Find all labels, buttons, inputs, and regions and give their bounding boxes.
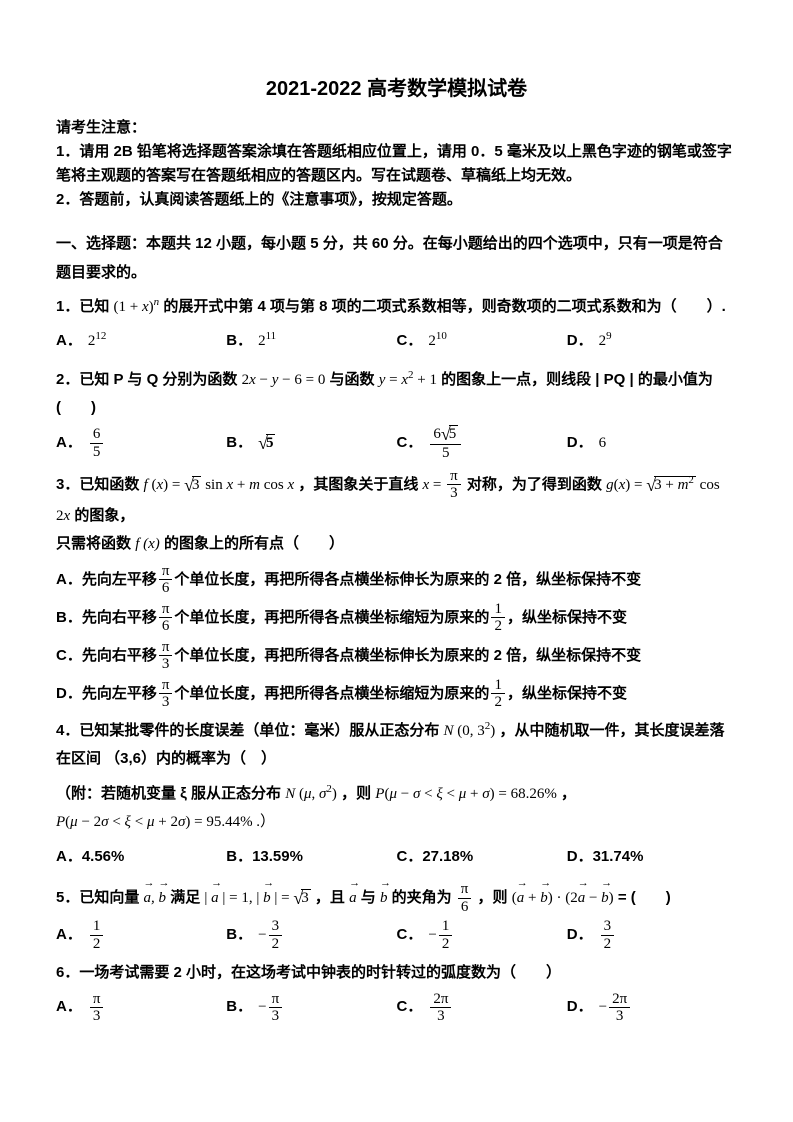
q4-stem-a: 4．已知某批零件的长度误差（单位：毫米）服从正态分布 bbox=[56, 722, 439, 739]
section-1-heading: 一、选择题：本题共 12 小题，每小题 5 分，共 60 分。在每小题给出的四个… bbox=[56, 230, 737, 287]
instructions: 请考生注意： 1．请用 2B 铅笔将选择题答案涂填在答题纸相应位置上，请用 0．… bbox=[56, 116, 737, 212]
q3-stem-a: 3．已知函数 bbox=[56, 476, 139, 493]
q6-opt-c: C．2π3 bbox=[397, 990, 567, 1026]
q3-opt-a: A．先向左平移π6个单位长度，再把所得各点横坐标伸长为原来的 2 倍，纵坐标保持… bbox=[56, 563, 737, 597]
q3-expr2: x = bbox=[423, 477, 446, 493]
q1-stem-b: 的展开式中第 4 项与第 8 项的二项式系数相等，则奇数项的二项式系数和为（ ）… bbox=[163, 298, 726, 315]
q4-options: A．4.56% B．13.59% C．27.18% D．31.74% bbox=[56, 839, 737, 875]
q6-opt-a: A．π3 bbox=[56, 990, 226, 1026]
q2-stem-a: 2．已知 P 与 Q 分别为函数 bbox=[56, 371, 237, 388]
question-6: 6．一场考试需要 2 小时，在这场考试中钟表的时针转过的弧度数为（ ） bbox=[56, 959, 737, 988]
q4-note: （附：若随机变量 ξ 服从正态分布 N (μ, σ2) ，则 P(μ − σ <… bbox=[56, 780, 737, 837]
exam-page: 2021-2022 高考数学模拟试卷 请考生注意： 1．请用 2B 铅笔将选择题… bbox=[0, 0, 793, 1122]
q3-stem-e: 只需将函数 bbox=[56, 535, 131, 552]
q3-stem-b: ，其图象关于直线 bbox=[298, 476, 418, 493]
q1-opt-b: B．211 bbox=[226, 324, 396, 360]
q1-options: A．212 B．211 C．210 D．29 bbox=[56, 324, 737, 360]
q3-opt-c: C．先向右平移π3个单位长度，再把所得各点横坐标伸长为原来的 2 倍，纵坐标保持… bbox=[56, 639, 737, 673]
q4-opt-c: C．27.18% bbox=[397, 839, 567, 875]
q3-stem-f: 的图象上的所有点（ ） bbox=[164, 535, 344, 552]
q2-options: A．65 B．√5 C．6√55 D．6 bbox=[56, 425, 737, 462]
q5-stem-g: = ( ) bbox=[618, 889, 671, 906]
q2-opt-b: B．√5 bbox=[226, 425, 396, 462]
q3-stem-d: 的图象， bbox=[74, 507, 134, 524]
q2-stem-b: 与函数 bbox=[330, 371, 375, 388]
q5-stem-e: 的夹角为 bbox=[392, 889, 452, 906]
instr-head: 请考生注意： bbox=[56, 116, 737, 140]
q2-expr1: 2x − y − 6 = 0 bbox=[242, 372, 326, 388]
q5-stem-a: 5．已知向量 bbox=[56, 889, 139, 906]
q1-expr: (1 + x)n bbox=[114, 299, 160, 315]
q1-opt-a: A．212 bbox=[56, 324, 226, 360]
page-title: 2021-2022 高考数学模拟试卷 bbox=[56, 70, 737, 108]
q3-expr1: f (x) = √3 sin x + m cos x bbox=[144, 477, 295, 493]
q1-opt-d: D．29 bbox=[567, 324, 737, 360]
q1-opt-c: C．210 bbox=[397, 324, 567, 360]
q5-opt-d: D．32 bbox=[567, 917, 737, 953]
q3-stem-c: 对称，为了得到函数 bbox=[467, 476, 602, 493]
q3-fx: f (x) bbox=[135, 536, 160, 552]
q4-p2: P(μ − 2σ < ξ < μ + 2σ) = 95.44% .） bbox=[56, 814, 275, 830]
q6-opt-b: B．−π3 bbox=[226, 990, 396, 1026]
q4-dist2: N (μ, σ2) bbox=[285, 786, 337, 802]
question-3: 3．已知函数 f (x) = √3 sin x + m cos x ，其图象关于… bbox=[56, 468, 737, 559]
q5-stem-b: 满足 bbox=[170, 889, 200, 906]
q5-options: A．12 B．−32 C．−12 D．32 bbox=[56, 917, 737, 953]
q4-dist: N (0, 32) bbox=[444, 723, 496, 739]
q3-opt-d: D．先向左平移π3个单位长度，再把所得各点横坐标缩短为原来的12，纵坐标保持不变 bbox=[56, 677, 737, 711]
q1-stem-a: 1．已知 bbox=[56, 298, 109, 315]
q4-opt-b: B．13.59% bbox=[226, 839, 396, 875]
q2-opt-d: D．6 bbox=[567, 425, 737, 462]
q6-opt-d: D．−2π3 bbox=[567, 990, 737, 1026]
q5-stem-f: ，则 bbox=[478, 889, 508, 906]
instr-line1: 1．请用 2B 铅笔将选择题答案涂填在答题纸相应位置上，请用 0．5 毫米及以上… bbox=[56, 140, 737, 188]
question-2: 2．已知 P 与 Q 分别为函数 2x − y − 6 = 0 与函数 y = … bbox=[56, 366, 737, 423]
q4-p1: P(μ − σ < ξ < μ + σ) = 68.26% bbox=[375, 786, 557, 802]
instr-line2: 2．答题前，认真阅读答题纸上的《注意事项》，按规定答题。 bbox=[56, 188, 737, 212]
q3-opt-b: B．先向右平移π6个单位长度，再把所得各点横坐标缩短为原来的12，纵坐标保持不变 bbox=[56, 601, 737, 635]
q4-opt-d: D．31.74% bbox=[567, 839, 737, 875]
q5-stem-d: 与 bbox=[361, 889, 376, 906]
q5-stem-c: ，且 bbox=[315, 889, 345, 906]
q4-note-a: （附：若随机变量 ξ 服从正态分布 bbox=[56, 785, 281, 802]
q2-opt-a: A．65 bbox=[56, 425, 226, 462]
q4-note-b: ，则 bbox=[341, 785, 371, 802]
q6-options: A．π3 B．−π3 C．2π3 D．−2π3 bbox=[56, 990, 737, 1026]
q4-opt-a: A．4.56% bbox=[56, 839, 226, 875]
q5-opt-a: A．12 bbox=[56, 917, 226, 953]
q2-opt-c: C．6√55 bbox=[397, 425, 567, 462]
q5-opt-c: C．−12 bbox=[397, 917, 567, 953]
q2-expr2: y = x2 + 1 bbox=[379, 372, 437, 388]
question-5: 5．已知向量 a, b 满足 | a | = 1, | b | = √3 ，且 … bbox=[56, 881, 737, 915]
question-4: 4．已知某批零件的长度误差（单位：毫米）服从正态分布 N (0, 32) ，从中… bbox=[56, 717, 737, 774]
q4-note-c: ， bbox=[561, 785, 576, 802]
q5-opt-b: B．−32 bbox=[226, 917, 396, 953]
question-1: 1．已知 (1 + x)n 的展开式中第 4 项与第 8 项的二项式系数相等，则… bbox=[56, 293, 737, 322]
